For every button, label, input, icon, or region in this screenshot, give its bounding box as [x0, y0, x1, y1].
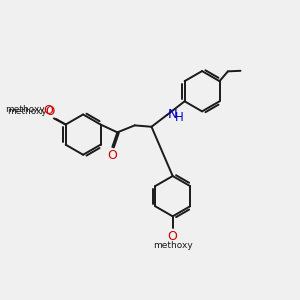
Text: methoxy: methoxy [7, 106, 47, 116]
Text: H: H [175, 111, 184, 124]
Text: methoxy: methoxy [153, 241, 193, 250]
Text: O: O [168, 230, 178, 243]
Text: methoxy: methoxy [5, 106, 45, 115]
Text: O: O [44, 104, 53, 117]
Text: N: N [168, 108, 178, 121]
Text: O: O [46, 105, 55, 118]
Text: O: O [107, 149, 117, 162]
